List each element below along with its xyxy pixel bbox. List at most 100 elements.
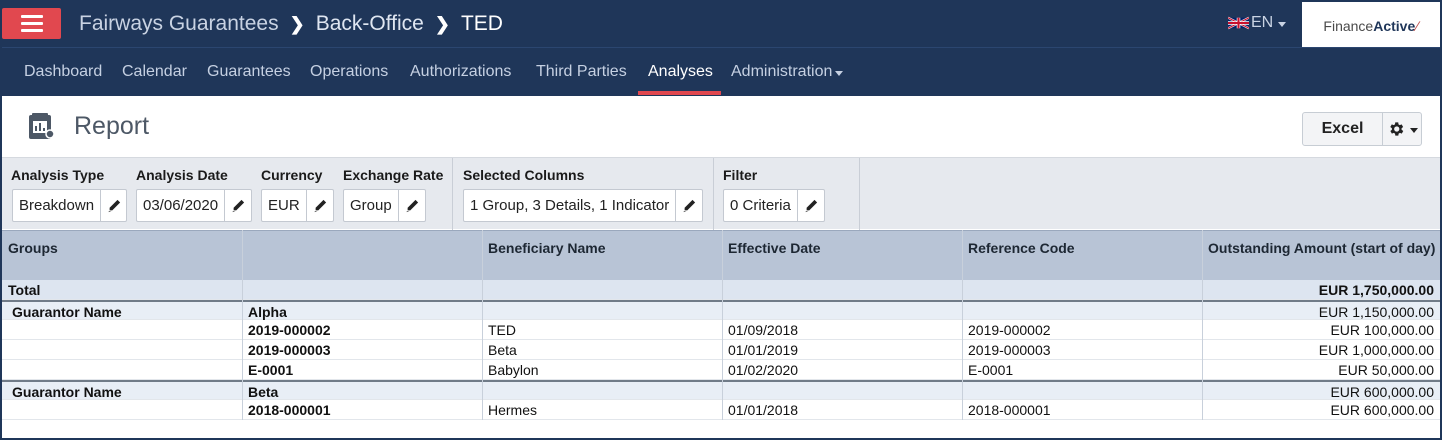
table-cell: 2019-000002 <box>248 322 331 338</box>
table-cell <box>962 382 1202 402</box>
filter-value: 0 Criteria <box>730 197 791 214</box>
nav-analyses[interactable]: Analyses <box>648 63 713 80</box>
column-divider <box>722 230 723 420</box>
column-header-group-value[interactable] <box>242 231 482 267</box>
finance-active-logo: Finance Active ∕ <box>1302 2 1440 49</box>
analysis-parameters: Analysis Type Breakdown Analysis Date 03… <box>2 157 1440 230</box>
table-cell: 2019-000003 <box>968 342 1051 358</box>
excel-export-button[interactable]: Excel <box>1303 113 1383 145</box>
currency-field[interactable]: EUR <box>261 189 334 222</box>
column-divider <box>962 230 963 420</box>
currency-label: Currency <box>261 167 323 183</box>
edit-analysis-type-button[interactable] <box>100 190 126 221</box>
column-header-beneficiary-name[interactable]: Beneficiary Name <box>488 240 606 256</box>
column-header-effective-date[interactable]: Effective Date <box>728 240 821 256</box>
filter-field[interactable]: 0 Criteria <box>723 189 825 222</box>
analysis-type-field[interactable]: Breakdown <box>12 189 127 222</box>
nav-operations[interactable]: Operations <box>310 63 389 80</box>
caret-down-icon <box>1409 127 1418 133</box>
nav-administration[interactable]: Administration <box>731 48 844 97</box>
total-row[interactable]: Total EUR 1,750,000.00 <box>2 280 1440 300</box>
edit-analysis-date-button[interactable] <box>224 190 251 221</box>
table-cell: Guarantor Name <box>12 304 122 320</box>
nav-administration-label: Administration <box>731 63 833 80</box>
table-cell: E-0001 <box>248 362 294 378</box>
table-cell <box>482 280 722 300</box>
nav-guarantees[interactable]: Guarantees <box>207 63 291 80</box>
caret-down-icon <box>835 71 844 76</box>
export-button-group: Excel <box>1302 112 1422 146</box>
language-selector[interactable]: EN <box>1228 14 1287 32</box>
analysis-date-field[interactable]: 03/06/2020 <box>136 189 252 222</box>
table-cell: 01/01/2019 <box>728 342 799 358</box>
table-cell <box>722 382 962 402</box>
column-divider <box>1202 230 1203 420</box>
nav-dashboard[interactable]: Dashboard <box>24 63 103 80</box>
table-cell: 01/02/2020 <box>728 362 799 378</box>
table-header: Groups Beneficiary Name Effective Date R… <box>2 230 1440 280</box>
table-row[interactable]: 2019-000002 TED 01/09/2018 2019-000002 EUR 1… <box>2 320 1440 340</box>
selected-columns-value: 1 Group, 3 Details, 1 Indicator <box>470 197 670 214</box>
table-cell: 2019-000002 <box>968 322 1051 338</box>
table-cell: TED <box>488 322 516 338</box>
table-cell <box>2 340 242 360</box>
table-cell: 2018-000001 <box>968 402 1051 418</box>
exchange-rate-value: Group <box>350 197 392 214</box>
table-cell: 2019-000003 <box>248 342 331 358</box>
selected-columns-field[interactable]: 1 Group, 3 Details, 1 Indicator <box>463 189 703 222</box>
breadcrumb: Fairways Guarantees ❯ Back-Office ❯ TED <box>79 10 503 38</box>
exchange-rate-field[interactable]: Group <box>343 189 426 222</box>
analysis-date-label: Analysis Date <box>136 167 228 183</box>
table-cell: Babylon <box>488 362 539 378</box>
pencil-icon <box>314 199 326 212</box>
column-header-outstanding-amount[interactable]: Outstanding Amount (start of day) <box>1208 240 1436 256</box>
table-row[interactable]: 2018-000001 Hermes 01/01/2018 2018-000001 EU… <box>2 400 1440 420</box>
group-row[interactable]: Guarantor Name Alpha EUR 1,150,000.00 <box>2 300 1440 320</box>
table-cell: EUR 600,000.00 <box>1330 384 1434 400</box>
nav-authorizations[interactable]: Authorizations <box>410 63 512 80</box>
nav-third-parties[interactable]: Third Parties <box>536 63 627 80</box>
table-cell: Alpha <box>248 304 287 320</box>
edit-currency-button[interactable] <box>305 190 333 221</box>
table-cell <box>722 280 962 300</box>
column-header-groups[interactable]: Groups <box>8 240 58 256</box>
table-cell: 2018-000001 <box>248 402 331 418</box>
currency-value: EUR <box>268 197 300 214</box>
caret-down-icon <box>1278 21 1287 27</box>
pencil-icon <box>232 199 245 212</box>
table-cell: 01/09/2018 <box>728 322 799 338</box>
table-cell <box>962 302 1202 322</box>
edit-filter-button[interactable] <box>796 190 824 221</box>
pencil-icon <box>805 199 818 212</box>
report-icon <box>29 113 55 139</box>
table-cell: Beta <box>248 384 279 400</box>
active-tab-indicator <box>638 91 721 95</box>
column-header-reference-code[interactable]: Reference Code <box>968 240 1075 256</box>
breadcrumb-section[interactable]: Back-Office <box>315 12 424 35</box>
table-row[interactable]: E-0001 Babylon 01/02/2020 E-0001 EUR 50,000.… <box>2 360 1440 380</box>
table-cell: EUR 100,000.00 <box>1330 322 1434 338</box>
edit-selected-columns-button[interactable] <box>675 190 702 221</box>
nav-calendar[interactable]: Calendar <box>122 63 187 80</box>
hamburger-menu-button[interactable] <box>2 8 61 39</box>
table-row[interactable]: 2019-000003 Beta 01/01/2019 2019-000003 EUR … <box>2 340 1440 360</box>
analysis-date-value: 03/06/2020 <box>143 197 219 214</box>
table-cell: EUR 1,150,000.00 <box>1318 304 1434 320</box>
table-cell: Beta <box>488 342 517 358</box>
column-divider <box>242 230 243 420</box>
group-row[interactable]: Guarantor Name Beta EUR 600,000.00 <box>2 380 1440 400</box>
pencil-icon <box>683 199 696 212</box>
gear-icon <box>1389 122 1403 136</box>
pencil-icon <box>406 199 418 212</box>
table-cell: EUR 1,750,000.00 <box>1318 282 1434 298</box>
breadcrumb-app[interactable]: Fairways Guarantees <box>79 12 279 35</box>
settings-dropdown-button[interactable] <box>1383 113 1421 145</box>
column-divider <box>482 230 483 420</box>
edit-exchange-rate-button[interactable] <box>397 190 425 221</box>
table-cell <box>2 360 242 380</box>
selected-columns-label: Selected Columns <box>463 167 585 183</box>
main-nav: Dashboard Calendar Guarantees Operations… <box>2 47 1440 96</box>
table-cell <box>962 280 1202 300</box>
table-cell: Total <box>8 282 41 298</box>
page-title: Report <box>74 112 150 140</box>
